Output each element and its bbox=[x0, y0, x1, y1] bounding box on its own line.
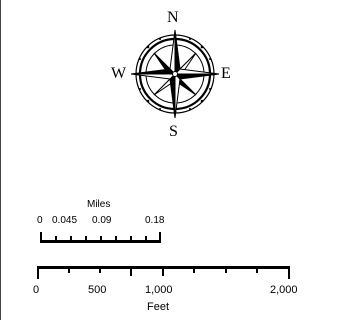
compass-south-label: S bbox=[169, 123, 178, 140]
map-frame-edge bbox=[0, 0, 1, 320]
feet-tick-label-3: 2,000 bbox=[270, 284, 298, 296]
compass-rose-icon bbox=[130, 29, 220, 119]
miles-unit-label: Miles bbox=[87, 199, 111, 210]
feet-tick-label-1: 500 bbox=[88, 284, 107, 296]
compass-east-label: E bbox=[221, 65, 231, 82]
compass-north-label: N bbox=[167, 9, 179, 26]
miles-tick-label-1: 0.045 bbox=[52, 215, 78, 226]
feet-tick-label-0: 0 bbox=[33, 284, 40, 296]
miles-tick-label-2: 0.09 bbox=[92, 215, 112, 226]
north-arrow: N W E S bbox=[108, 6, 240, 146]
feet-tick-label-2: 1,000 bbox=[145, 284, 173, 296]
feet-unit-label: Feet bbox=[147, 301, 170, 313]
miles-tick-label-3: 0.18 bbox=[145, 215, 165, 226]
miles-tick-label-0: 0 bbox=[37, 215, 43, 226]
compass-west-label: W bbox=[111, 65, 127, 82]
